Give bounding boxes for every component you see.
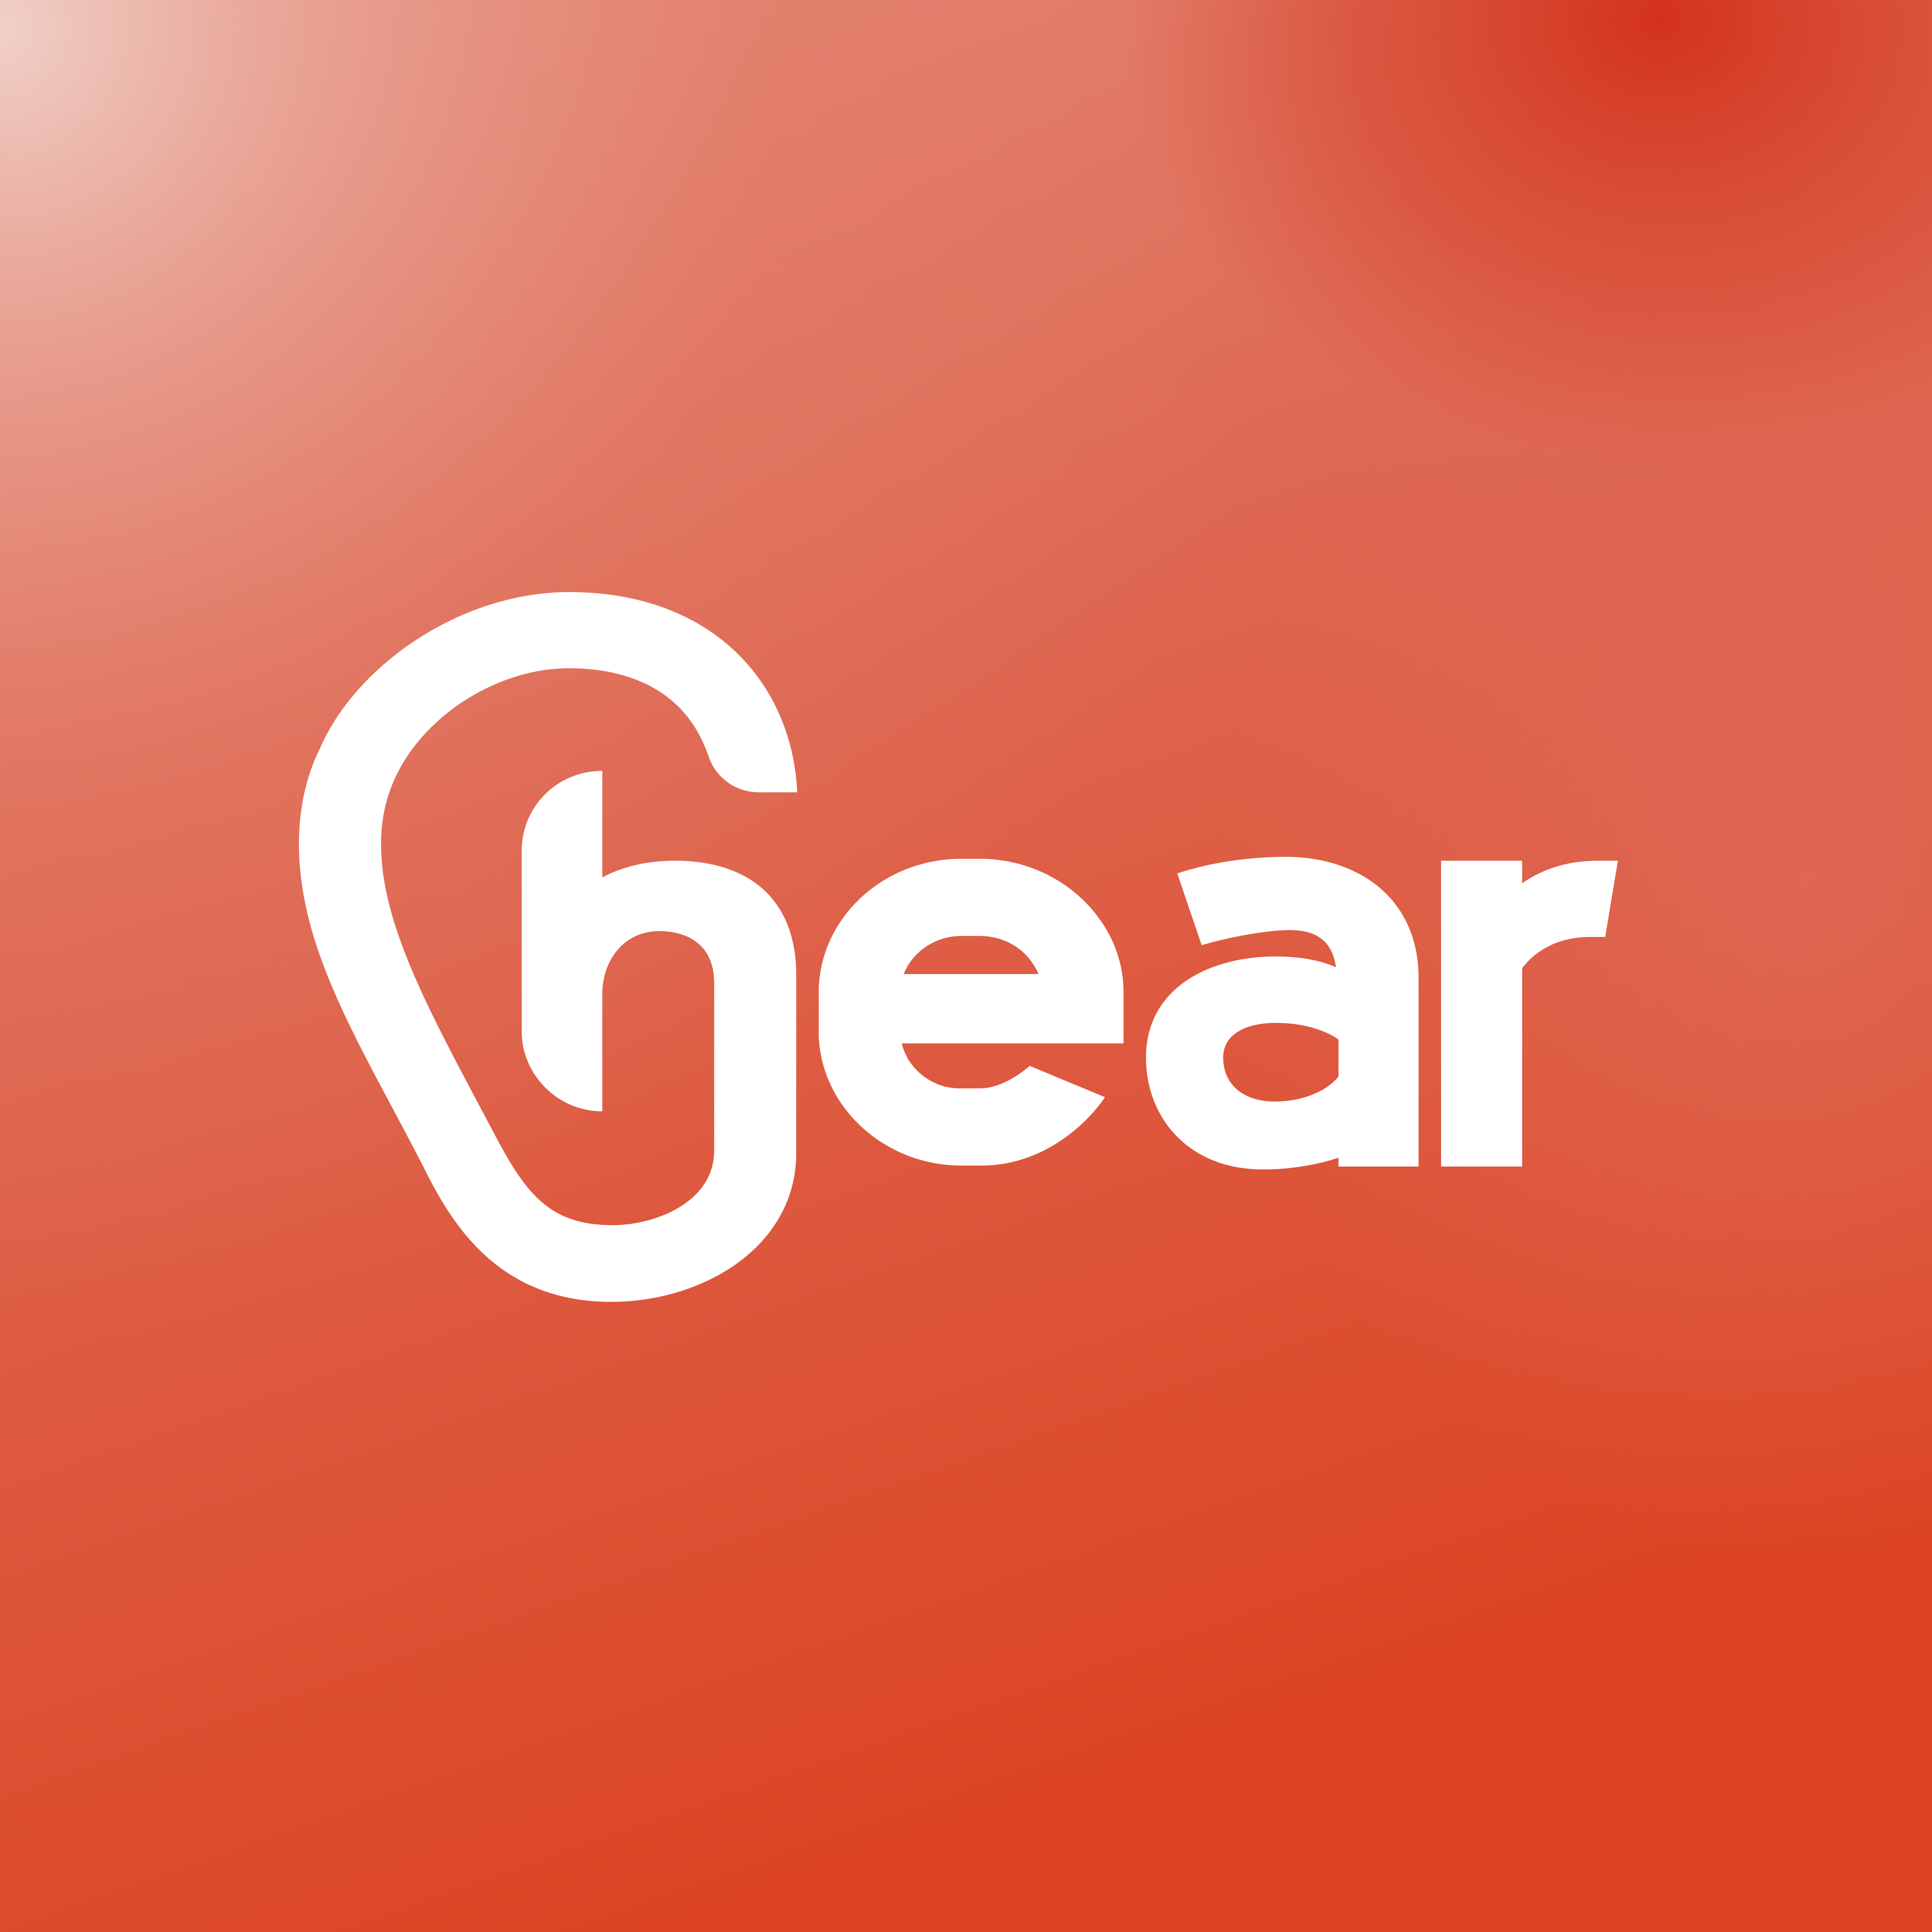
- letter-a: [1146, 857, 1419, 1169]
- letter-r: [1441, 861, 1618, 1167]
- letter-e: [819, 859, 1124, 1166]
- ear-h-logo-icon: [299, 592, 797, 1302]
